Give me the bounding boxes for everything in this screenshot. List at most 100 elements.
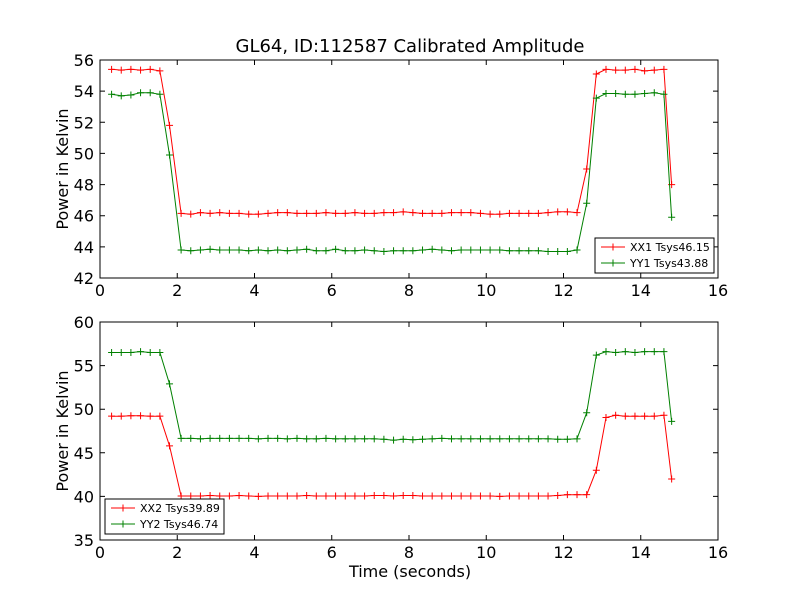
data-point (312, 247, 320, 255)
data-point (341, 247, 349, 255)
data-point (264, 209, 272, 217)
data-point (505, 492, 513, 500)
data-point (283, 209, 291, 217)
data-point (390, 436, 398, 444)
data-point (177, 209, 185, 217)
series-line-2 (111, 351, 673, 441)
data-point (447, 247, 455, 255)
data-point (235, 492, 243, 500)
data-point (650, 412, 658, 420)
data-point (351, 435, 359, 443)
legend-marker (609, 259, 617, 267)
x-tick-label: 6 (327, 543, 337, 562)
data-point (602, 413, 610, 421)
data-point (380, 248, 388, 256)
x-tick-label: 2 (172, 543, 182, 562)
data-point (496, 492, 504, 500)
figure-title: GL64, ID:112587 Calibrated Amplitude (236, 36, 585, 57)
data-point (225, 209, 233, 217)
x-tick-label: 10 (476, 543, 496, 562)
data-point (293, 434, 301, 442)
data-point (602, 65, 610, 73)
data-point (641, 89, 649, 97)
data-point (216, 246, 224, 254)
data-point (496, 246, 504, 254)
y-tick-label: 50 (74, 400, 94, 419)
x-tick-label: 14 (631, 543, 651, 562)
data-point (117, 92, 125, 100)
x-tick-label: 16 (708, 281, 728, 300)
data-point (341, 435, 349, 443)
x-tick-label: 0 (95, 543, 105, 562)
data-point (303, 492, 311, 500)
data-point (592, 351, 600, 359)
data-point (544, 209, 552, 217)
data-point (592, 70, 600, 78)
data-point (108, 349, 116, 357)
data-point (641, 348, 649, 356)
y-tick-label: 48 (74, 176, 94, 195)
data-point (592, 94, 600, 102)
data-point (668, 475, 676, 483)
series-line-1 (111, 414, 673, 497)
data-point (409, 209, 417, 217)
data-point (274, 434, 282, 442)
data-point (399, 247, 407, 255)
data-point (235, 246, 243, 254)
y-tick-label: 52 (74, 113, 94, 132)
data-point (583, 199, 591, 207)
data-point (187, 247, 195, 255)
data-point (419, 435, 427, 443)
data-point (196, 209, 204, 217)
data-point (515, 247, 523, 255)
data-point (525, 435, 533, 443)
data-point (322, 209, 330, 217)
x-axis-label: Time (seconds) (348, 562, 471, 581)
data-point (476, 209, 484, 217)
data-point (117, 349, 125, 357)
legend-marker (119, 504, 127, 512)
x-tick-label: 6 (327, 281, 337, 300)
data-point (668, 213, 676, 221)
data-point (127, 91, 135, 99)
data-point (641, 412, 649, 420)
data-point (380, 435, 388, 443)
data-point (467, 435, 475, 443)
data-point (419, 209, 427, 217)
data-point (399, 492, 407, 500)
data-point (225, 492, 233, 500)
y-tick-label: 44 (74, 238, 94, 257)
data-point (447, 492, 455, 500)
data-point (631, 90, 639, 98)
data-point (351, 492, 359, 500)
data-point (206, 492, 214, 500)
data-point (428, 492, 436, 500)
data-point (274, 246, 282, 254)
data-point (621, 348, 629, 356)
data-point (216, 492, 224, 500)
data-point (612, 66, 620, 74)
data-point (544, 248, 552, 256)
data-point (303, 435, 311, 443)
data-point (660, 90, 668, 98)
data-point (166, 151, 174, 159)
data-point (457, 492, 465, 500)
data-point (621, 412, 629, 420)
data-point (457, 246, 465, 254)
data-point (264, 247, 272, 255)
data-point (146, 89, 154, 97)
data-point (361, 492, 369, 500)
y-tick-label: 60 (74, 313, 94, 332)
data-point (332, 492, 340, 500)
data-point (312, 492, 320, 500)
data-point (583, 409, 591, 417)
data-point (486, 435, 494, 443)
data-point (235, 209, 243, 217)
data-point (274, 492, 282, 500)
data-point (127, 412, 135, 420)
data-point (563, 491, 571, 499)
data-point (264, 434, 272, 442)
data-point (137, 66, 145, 74)
data-point (108, 90, 116, 98)
